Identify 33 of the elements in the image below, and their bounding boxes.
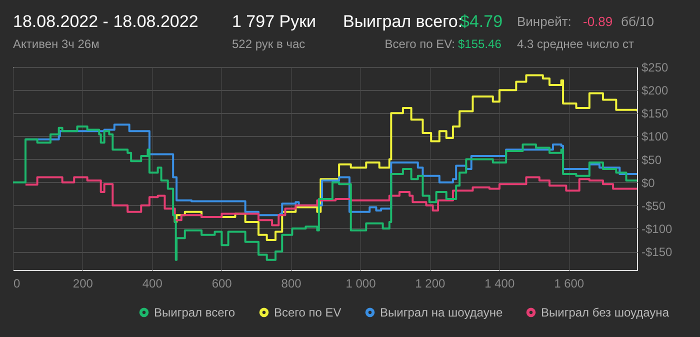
y-tick-label: $250: [642, 60, 669, 74]
x-tick-label: 1 200: [415, 276, 446, 290]
y-tick-label: -$150: [642, 245, 673, 260]
x-tick-label: 0: [14, 276, 20, 290]
legend-label: Выиграл без шоудауна: [541, 305, 670, 320]
x-tick-label: 400: [142, 276, 163, 290]
y-tick-label: $150: [642, 106, 669, 121]
x-tick-label: 1 000: [346, 276, 376, 290]
text: 4.3 среднее число ст: [517, 37, 635, 51]
text: -0.89: [583, 14, 613, 29]
y-tick-label: $100: [642, 130, 669, 144]
text: 522 рук в час: [232, 37, 306, 51]
text: 1 797 Руки: [232, 12, 316, 31]
y-tick-label: $50: [642, 152, 662, 167]
x-tick-label: 800: [281, 276, 302, 290]
text: $4.79: [460, 12, 503, 31]
legend-label: Выиграл на шоудауне: [380, 305, 503, 320]
x-tick-label: 1 400: [484, 276, 515, 290]
x-tick-label: 1 600: [554, 276, 584, 290]
text: Всего по EV:: [384, 37, 455, 51]
y-tick-label: $0: [642, 176, 656, 190]
legend-label: Выиграл всего: [154, 305, 236, 320]
text: $155.46: [458, 37, 502, 51]
text: бб/10: [621, 14, 654, 29]
y-tick-label: -$50: [642, 198, 666, 213]
text: Винрейт:: [517, 14, 572, 29]
x-tick-label: 200: [72, 276, 94, 290]
chart-title: 18.08.2022 - 18.08.2022: [13, 12, 198, 31]
chart-subtitle: Активен 3ч 26м: [13, 37, 100, 51]
x-tick-label: 600: [212, 276, 232, 290]
y-tick-label: -$100: [642, 222, 673, 236]
y-tick-label: $200: [642, 84, 669, 98]
legend-label: Всего по EV: [274, 305, 342, 320]
